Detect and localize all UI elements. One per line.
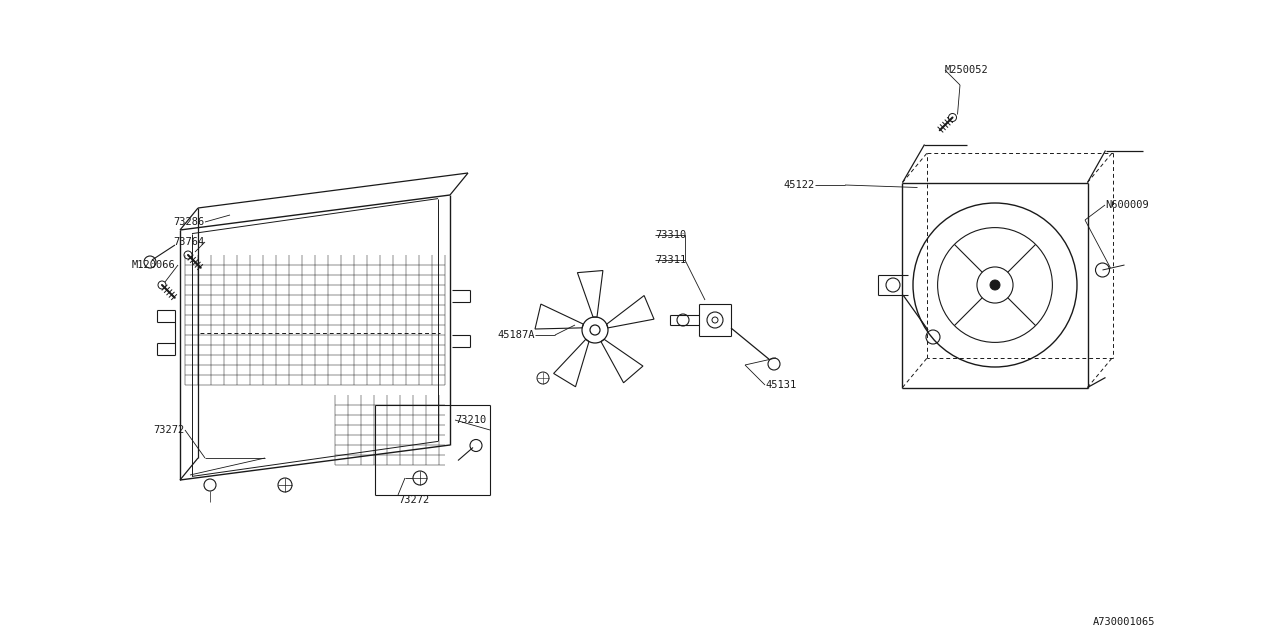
Text: 45131: 45131 [765, 380, 796, 390]
Text: M250052: M250052 [945, 65, 988, 75]
Text: A730001065: A730001065 [1093, 617, 1155, 627]
Text: 73764: 73764 [174, 237, 205, 247]
Text: 73311: 73311 [655, 255, 686, 265]
Text: 45187A: 45187A [498, 330, 535, 340]
Text: 73310: 73310 [655, 230, 686, 240]
Circle shape [989, 280, 1000, 290]
Text: N600009: N600009 [1105, 200, 1148, 210]
Text: 73272: 73272 [398, 495, 429, 505]
Text: 73210: 73210 [454, 415, 486, 425]
Text: 73272: 73272 [154, 425, 186, 435]
Text: 45122: 45122 [783, 180, 815, 190]
Text: M120066: M120066 [132, 260, 175, 270]
Text: 73286: 73286 [174, 217, 205, 227]
